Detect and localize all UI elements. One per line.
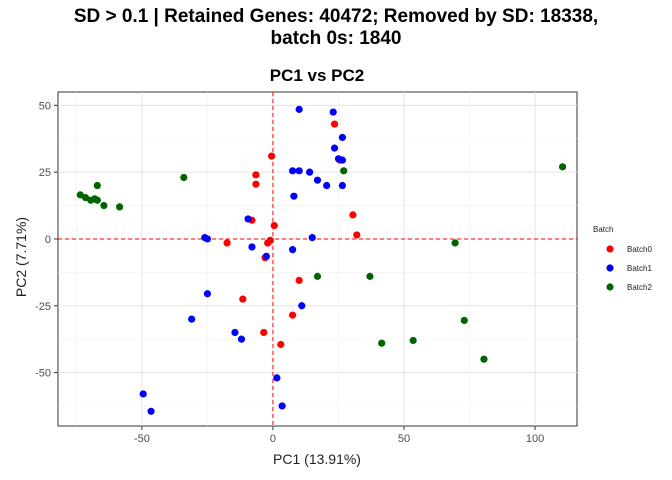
batch2-point (451, 239, 459, 247)
batch1-point (147, 407, 155, 415)
batch0-point (268, 152, 276, 160)
batch2-point (93, 181, 101, 190)
batch2-point (313, 272, 322, 280)
batch1-point (338, 133, 347, 142)
legend-label-batch1: Batch1 (627, 264, 652, 273)
batch0-point (353, 231, 361, 239)
batch1-point (338, 181, 347, 190)
y-axis-label: PC2 (7.71%) (13, 217, 29, 297)
batch1-point (308, 234, 316, 242)
batch1-point (290, 192, 298, 200)
figure-title-line-2: batch 0s: 1840 (270, 28, 402, 49)
batch1-point (330, 144, 339, 152)
plot-panel (57, 91, 578, 427)
grid-lines (58, 92, 577, 426)
batch1-point (262, 252, 270, 260)
batch1-point (244, 215, 252, 223)
batch1-point (306, 168, 314, 176)
batch0-point (264, 239, 272, 247)
batch1-point (203, 235, 212, 243)
batch0-point (288, 311, 297, 319)
batch0-point (223, 239, 231, 247)
batch2-point (366, 272, 374, 280)
batch0-point (277, 340, 285, 349)
y-tick-label: 25 (39, 167, 51, 179)
legend: Batch Batch0 Batch1 Batch2 (593, 225, 652, 292)
batch0-point (239, 295, 247, 303)
batch2-point (558, 163, 567, 171)
batch1-point (248, 243, 256, 251)
batch1-point (188, 315, 196, 323)
batch0-point (252, 171, 260, 179)
batch1-point (288, 167, 297, 175)
figure-title-line-1: SD > 0.1 | Retained Genes: 40472; Remove… (73, 6, 599, 27)
legend-label-batch2: Batch2 (627, 283, 652, 292)
batch2-point (480, 355, 488, 363)
batch2-point (409, 336, 417, 345)
batch2-point (115, 203, 124, 211)
batch0-point (349, 211, 357, 219)
legend-title: Batch (593, 225, 613, 234)
batch1-point (295, 167, 303, 175)
axes: -50 0 50 100 -50 -25 0 25 50 (35, 100, 544, 445)
batch1-point (278, 402, 286, 410)
batch1-point (313, 176, 322, 184)
batch0-point (260, 328, 268, 337)
batch1-point (338, 156, 347, 164)
batch1-point (237, 335, 246, 343)
y-tick-label: 50 (39, 100, 51, 112)
batch1-point (298, 302, 306, 310)
legend-key-batch0 (606, 245, 614, 253)
x-tick-label: 0 (270, 433, 276, 445)
batch1-point (288, 246, 297, 254)
batch1-point (203, 290, 212, 298)
plot-title: PC1 vs PC2 (270, 66, 365, 85)
batch2-point (93, 196, 101, 204)
reference-lines (58, 92, 577, 426)
batch2-point (100, 201, 108, 210)
y-tick-label: -50 (35, 368, 51, 380)
batch0-point (295, 276, 303, 284)
y-tick-label: 0 (45, 234, 51, 246)
batch1-point (323, 181, 331, 190)
batch0-point (252, 180, 260, 188)
batch1-point (273, 374, 281, 382)
legend-label-batch0: Batch0 (627, 245, 652, 254)
batch0-point (270, 222, 278, 230)
legend-key-batch2 (606, 283, 614, 291)
batch1-point (329, 108, 337, 116)
legend-key-batch1 (606, 264, 614, 272)
x-tick-label: 50 (398, 433, 410, 445)
y-tick-label: -25 (35, 301, 51, 313)
x-tick-label: -50 (134, 433, 150, 445)
x-axis-label: PC1 (13.91%) (273, 451, 361, 467)
data-points (76, 105, 567, 415)
batch2-point (180, 173, 188, 182)
batch2-point (378, 339, 386, 347)
batch0-point (330, 120, 339, 128)
batch1-point (295, 105, 303, 113)
batch1-point (231, 328, 239, 337)
x-tick-label: 100 (526, 433, 544, 445)
batch2-point (340, 167, 348, 175)
batch2-point (460, 316, 468, 325)
batch1-point (139, 390, 147, 398)
